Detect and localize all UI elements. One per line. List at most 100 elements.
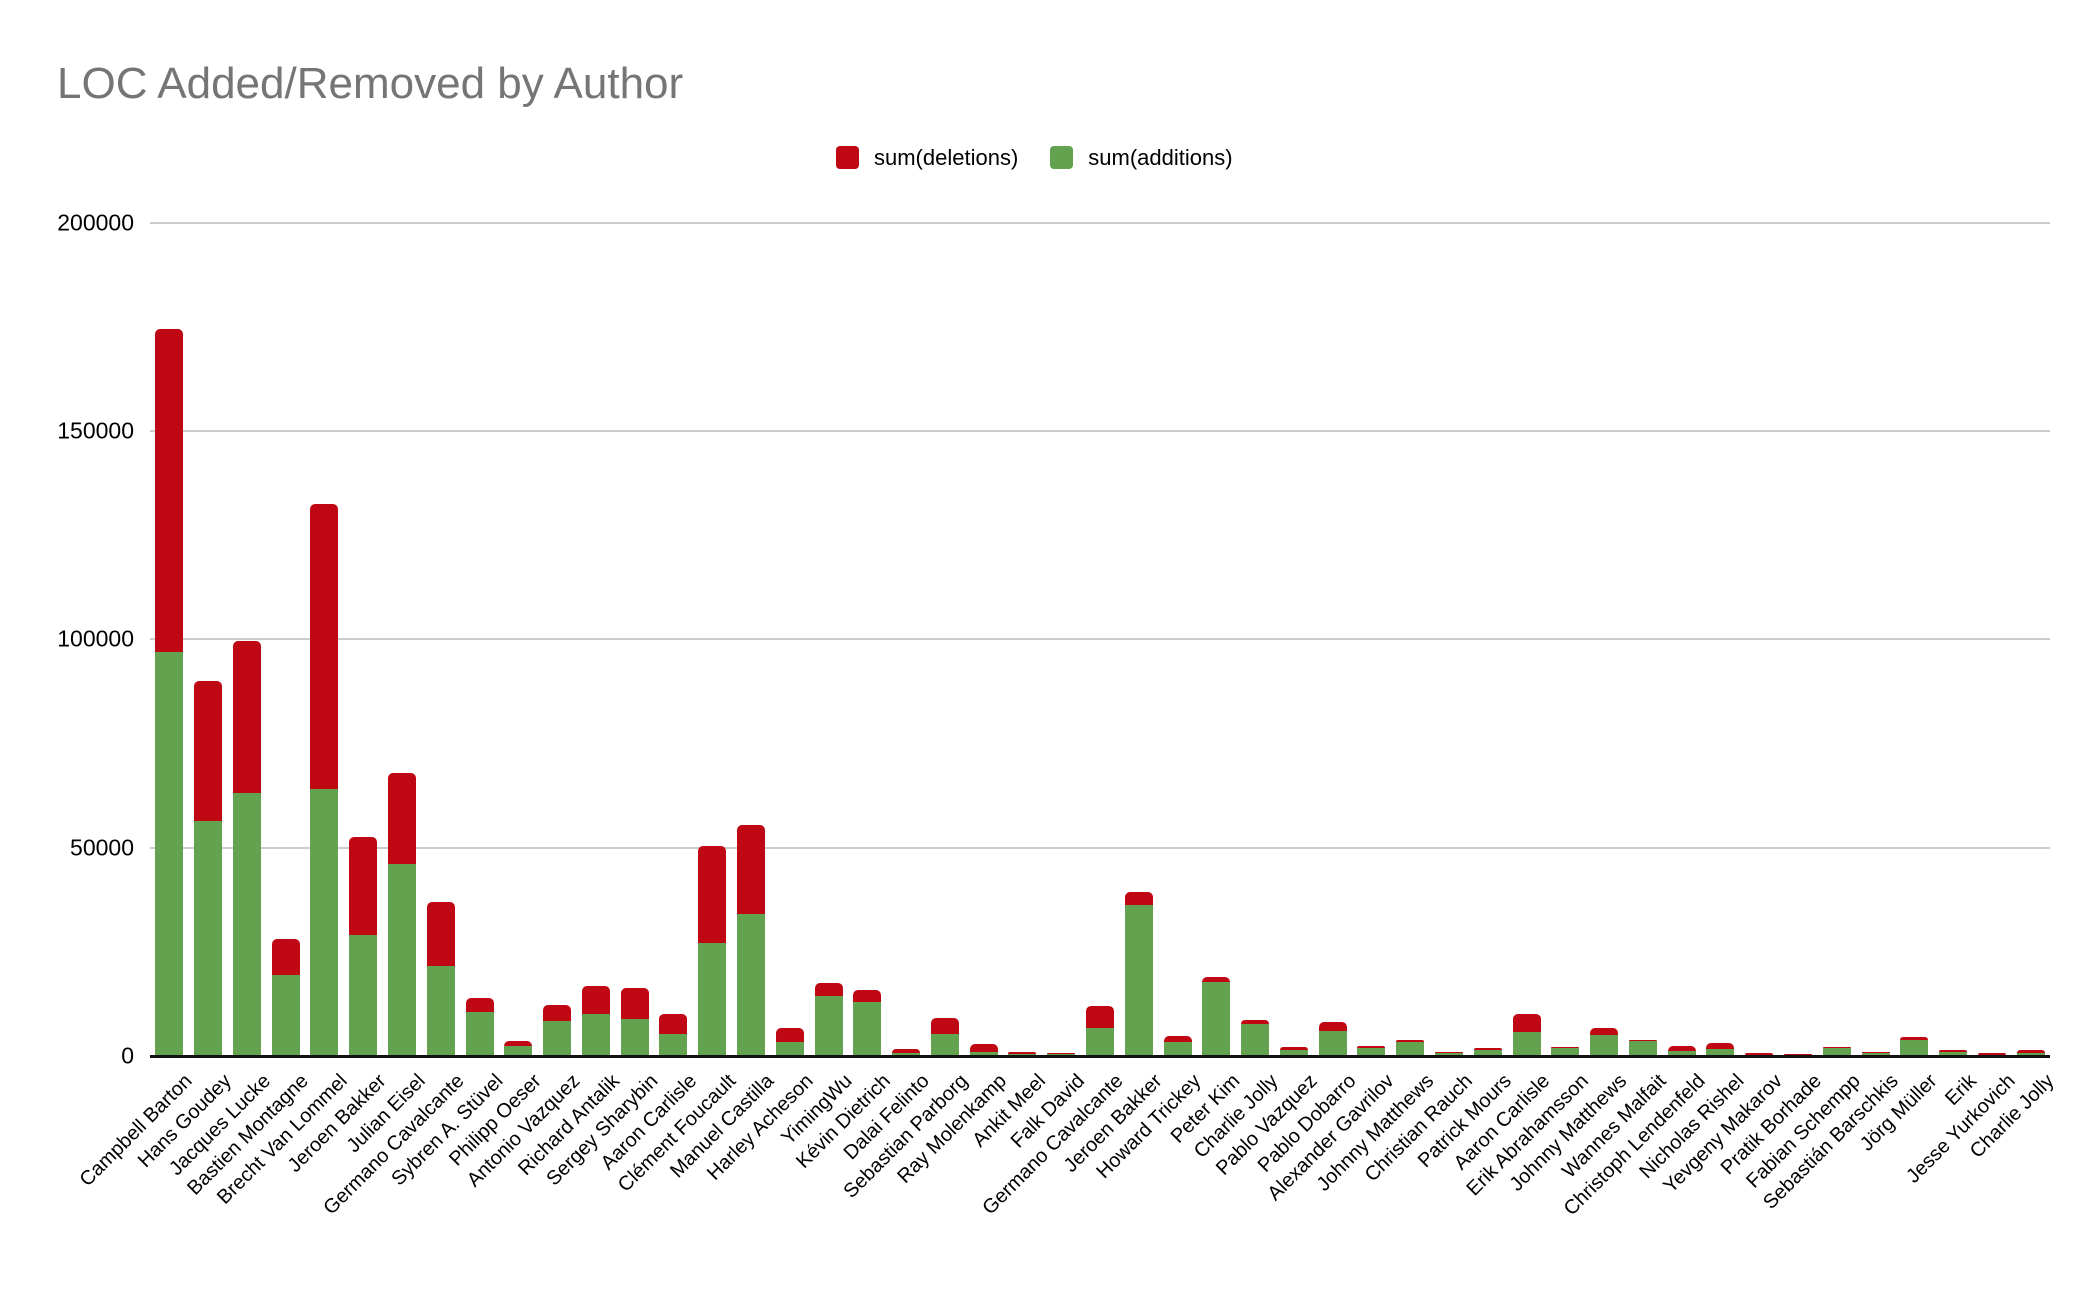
bar-segment-deletions[interactable]	[1357, 1046, 1386, 1049]
bar-segment-deletions[interactable]	[194, 680, 223, 821]
bar-segment-additions[interactable]	[1939, 1052, 1968, 1056]
bar-wannes-malfait[interactable]	[1628, 1040, 1657, 1056]
bar-segment-deletions[interactable]	[930, 1017, 959, 1035]
bar-aaron-carlisle-2[interactable]	[1512, 1013, 1541, 1056]
bar-brecht-van-lommel[interactable]	[310, 503, 339, 1056]
bar-fabian-schempp[interactable]	[1822, 1047, 1851, 1056]
bar-sebastian-parborg[interactable]	[930, 1017, 959, 1056]
bar-harley-acheson[interactable]	[775, 1027, 804, 1056]
bar-jeroen-bakker[interactable]	[349, 837, 378, 1056]
bar-segment-additions[interactable]	[1279, 1050, 1308, 1056]
bar-segment-deletions[interactable]	[620, 987, 649, 1019]
bar-segment-deletions[interactable]	[969, 1044, 998, 1052]
bar-segment-additions[interactable]	[659, 1034, 688, 1056]
bar-segment-deletions[interactable]	[1047, 1052, 1076, 1054]
bar-manuel-castilla[interactable]	[737, 824, 766, 1056]
bar-segment-additions[interactable]	[853, 1001, 882, 1056]
bar-charlie-jolly[interactable]	[1241, 1019, 1270, 1056]
bar-segment-deletions[interactable]	[1977, 1052, 2006, 1055]
bar-segment-deletions[interactable]	[1008, 1051, 1037, 1055]
bar-segment-deletions[interactable]	[1279, 1046, 1308, 1051]
bar-jeroen-bakker-2[interactable]	[1124, 892, 1153, 1056]
bar-julian-eisel[interactable]	[388, 772, 417, 1056]
bar-jacques-lucke[interactable]	[232, 641, 261, 1056]
bar-j-rg-m-ller[interactable]	[1900, 1037, 1929, 1056]
bar-sergey-sharybin[interactable]	[620, 987, 649, 1056]
bar-segment-additions[interactable]	[1628, 1041, 1657, 1056]
bar-segment-additions[interactable]	[1086, 1027, 1114, 1056]
bar-segment-deletions[interactable]	[1473, 1047, 1502, 1051]
bar-segment-deletions[interactable]	[775, 1027, 804, 1043]
bar-segment-additions[interactable]	[271, 974, 300, 1056]
bar-segment-additions[interactable]	[581, 1014, 610, 1056]
bar-segment-additions[interactable]	[155, 651, 184, 1056]
bar-segment-deletions[interactable]	[1667, 1046, 1696, 1051]
bar-segment-deletions[interactable]	[2016, 1049, 2045, 1054]
bar-richard-antalik[interactable]	[581, 986, 610, 1056]
bar-campbell-barton[interactable]	[155, 328, 184, 1056]
bar-erik-abrahamsson[interactable]	[1551, 1047, 1580, 1056]
bar-pablo-vazquez[interactable]	[1279, 1046, 1308, 1056]
bar-johnny-matthews[interactable]	[1396, 1040, 1425, 1056]
bar-segment-additions[interactable]	[2016, 1053, 2045, 1056]
bar-segment-additions[interactable]	[1590, 1035, 1619, 1056]
bar-germano-cavalcante-2[interactable]	[1086, 1006, 1114, 1056]
bar-segment-additions[interactable]	[620, 1018, 649, 1056]
bar-segment-additions[interactable]	[349, 935, 378, 1056]
bar-segment-deletions[interactable]	[271, 939, 300, 975]
bar-segment-additions[interactable]	[1163, 1042, 1192, 1056]
bar-segment-additions[interactable]	[892, 1052, 921, 1056]
bar-alexander-gavrilov[interactable]	[1357, 1046, 1386, 1056]
bar-segment-additions[interactable]	[1396, 1041, 1425, 1056]
bar-segment-additions[interactable]	[194, 820, 223, 1056]
bar-erik[interactable]	[1939, 1050, 1968, 1056]
bar-segment-additions[interactable]	[1822, 1048, 1851, 1056]
bar-segment-deletions[interactable]	[232, 641, 261, 794]
bar-yimingwu[interactable]	[814, 983, 843, 1056]
bar-segment-deletions[interactable]	[1628, 1040, 1657, 1041]
bar-howard-trickey[interactable]	[1163, 1036, 1192, 1056]
bar-segment-additions[interactable]	[1900, 1039, 1929, 1056]
bar-segment-additions[interactable]	[698, 943, 727, 1056]
bar-segment-additions[interactable]	[969, 1051, 998, 1056]
bar-segment-deletions[interactable]	[1512, 1013, 1541, 1032]
bar-segment-deletions[interactable]	[1163, 1036, 1192, 1043]
bar-segment-deletions[interactable]	[814, 983, 843, 996]
bar-k-vin-dietrich[interactable]	[853, 990, 882, 1056]
bar-segment-additions[interactable]	[388, 864, 417, 1056]
bar-segment-deletions[interactable]	[1086, 1006, 1114, 1028]
bar-aaron-carlisle[interactable]	[659, 1014, 688, 1056]
bar-dalai-felinto[interactable]	[892, 1048, 921, 1056]
bar-segment-additions[interactable]	[543, 1020, 572, 1056]
bar-philipp-oeser[interactable]	[504, 1041, 533, 1056]
bar-segment-additions[interactable]	[1241, 1023, 1270, 1056]
bar-segment-deletions[interactable]	[1706, 1042, 1735, 1049]
bar-christoph-lendenfeld[interactable]	[1667, 1046, 1696, 1056]
bar-segment-deletions[interactable]	[1939, 1050, 1968, 1053]
bar-segment-additions[interactable]	[310, 789, 339, 1056]
bar-segment-additions[interactable]	[1124, 904, 1153, 1056]
bar-segment-deletions[interactable]	[698, 845, 727, 944]
bar-peter-kim[interactable]	[1202, 977, 1231, 1056]
bar-segment-deletions[interactable]	[155, 328, 184, 652]
bar-segment-deletions[interactable]	[1434, 1051, 1463, 1053]
bar-segment-additions[interactable]	[426, 966, 455, 1056]
bar-segment-deletions[interactable]	[388, 772, 417, 865]
bar-segment-additions[interactable]	[1512, 1031, 1541, 1056]
bar-segment-deletions[interactable]	[310, 503, 339, 790]
bar-segment-deletions[interactable]	[1822, 1047, 1851, 1049]
bar-ray-molenkamp[interactable]	[969, 1044, 998, 1056]
bar-segment-additions[interactable]	[737, 914, 766, 1056]
bar-bastien-montagne[interactable]	[271, 939, 300, 1056]
bar-segment-additions[interactable]	[504, 1045, 533, 1056]
bar-segment-deletions[interactable]	[465, 997, 494, 1013]
bar-segment-additions[interactable]	[1318, 1031, 1347, 1056]
bar-segment-deletions[interactable]	[659, 1014, 688, 1035]
bar-segment-deletions[interactable]	[892, 1048, 921, 1053]
bar-segment-deletions[interactable]	[581, 986, 610, 1015]
bar-segment-additions[interactable]	[465, 1012, 494, 1056]
bar-segment-additions[interactable]	[1357, 1048, 1386, 1056]
bar-segment-deletions[interactable]	[853, 990, 882, 1002]
bar-hans-goudey[interactable]	[194, 680, 223, 1056]
bar-segment-deletions[interactable]	[349, 837, 378, 936]
